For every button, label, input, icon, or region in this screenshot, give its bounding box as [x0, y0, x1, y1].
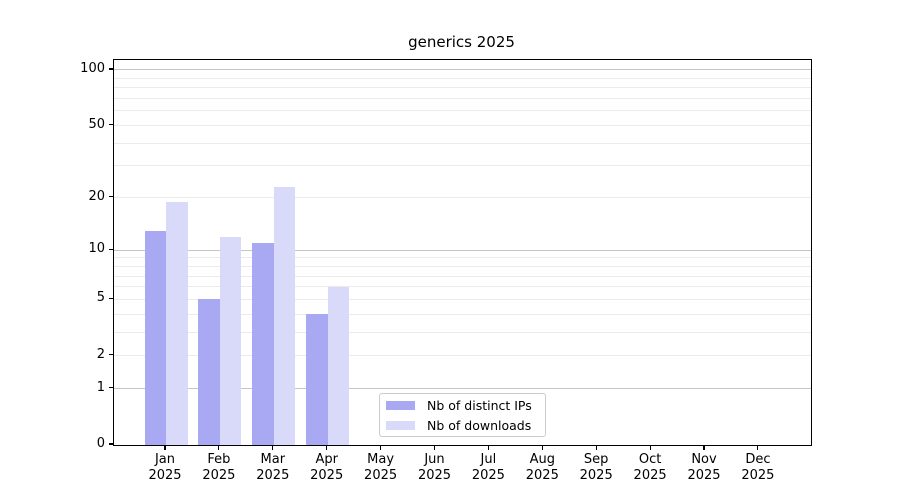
x-tick-aug	[541, 445, 543, 450]
plot-area	[113, 59, 812, 446]
x-tick-nov	[703, 445, 705, 450]
gridline-minor-90	[114, 77, 811, 79]
gridline-minor-60	[114, 110, 811, 112]
x-tick-apr	[326, 445, 328, 450]
y-tick-label-1: 1	[96, 379, 105, 395]
gridline-minor-4	[114, 313, 811, 315]
x-tick-label-jan: Jan 2025	[148, 452, 182, 483]
x-tick-label-feb: Feb 2025	[202, 452, 236, 483]
legend-item-downloads: Nb of downloads	[386, 417, 539, 434]
bar-distinct-ips-apr	[306, 314, 328, 445]
legend-swatch-downloads	[386, 420, 415, 430]
y-tick-label-100: 100	[80, 60, 105, 76]
x-tick-oct	[649, 445, 651, 450]
x-tick-label-may: May 2025	[364, 452, 398, 483]
x-tick-may	[380, 445, 382, 450]
x-tick-mar	[272, 445, 274, 450]
legend-label-distinct-ips: Nb of distinct IPs	[427, 397, 532, 413]
y-tick-label-2: 2	[96, 346, 105, 362]
x-tick-jul	[487, 445, 489, 450]
gridline-minor-70	[114, 98, 811, 100]
x-tick-jun	[433, 445, 436, 450]
gridline-minor-8	[114, 265, 811, 267]
y-tick-label-0: 0	[96, 436, 105, 451]
x-tick-label-mar: Mar 2025	[256, 452, 290, 483]
bar-downloads-jan	[166, 201, 188, 445]
y-tick-100	[108, 68, 113, 70]
gridline-minor-9	[114, 257, 811, 259]
x-tick-jan	[164, 445, 166, 450]
x-tick-label-jul: Jul 2025	[471, 452, 505, 483]
legend: Nb of distinct IPs Nb of downloads	[379, 393, 546, 437]
gridline-minor-80	[114, 87, 811, 89]
y-tick-10	[108, 248, 113, 250]
y-tick-label-10: 10	[88, 241, 105, 257]
x-tick-label-nov: Nov 2025	[687, 452, 721, 483]
bar-downloads-apr	[327, 286, 350, 445]
gridline-minor-50	[114, 125, 811, 126]
x-tick-label-aug: Aug 2025	[525, 452, 559, 483]
y-tick-2	[108, 354, 113, 356]
y-tick-0	[108, 443, 113, 445]
legend-swatch-distinct-ips	[386, 400, 415, 410]
gridline-major-100	[114, 69, 811, 71]
x-tick-sep	[595, 445, 597, 450]
gridline-minor-20	[114, 197, 811, 199]
bar-distinct-ips-feb	[198, 299, 220, 445]
x-tick-feb	[218, 445, 220, 450]
x-tick-label-apr: Apr 2025	[310, 452, 344, 483]
bar-downloads-mar	[273, 186, 296, 445]
gridline-minor-6	[114, 286, 811, 288]
bar-distinct-ips-jan	[144, 230, 166, 445]
gridline-minor-30	[114, 165, 811, 167]
legend-item-distinct-ips: Nb of distinct IPs	[386, 397, 539, 414]
y-tick-50	[108, 123, 113, 126]
gridline-minor-2	[114, 355, 811, 357]
bar-downloads-feb	[219, 236, 242, 445]
x-tick-label-dec: Dec 2025	[741, 452, 775, 483]
y-tick-1	[108, 387, 113, 389]
x-tick-label-jun: Jun 2025	[417, 452, 452, 483]
gridline-minor-3	[114, 331, 811, 333]
x-tick-label-oct: Oct 2025	[633, 452, 667, 483]
legend-label-downloads: Nb of downloads	[427, 417, 532, 433]
y-tick-5	[108, 297, 113, 299]
bar-distinct-ips-mar	[252, 243, 274, 445]
y-tick-label-5: 5	[96, 290, 105, 306]
gridline-minor-7	[114, 275, 811, 277]
y-tick-label-50: 50	[88, 116, 105, 132]
gridline-major-10	[114, 249, 811, 251]
gridline-major-1	[114, 388, 811, 390]
chart-title: generics 2025	[408, 33, 515, 51]
gridline-minor-5	[114, 298, 811, 300]
gridline-minor-40	[114, 142, 811, 144]
y-tick-label-20: 20	[88, 188, 105, 204]
y-tick-20	[108, 196, 113, 198]
x-tick-label-sep: Sep 2025	[579, 452, 613, 483]
x-tick-dec	[757, 445, 759, 450]
